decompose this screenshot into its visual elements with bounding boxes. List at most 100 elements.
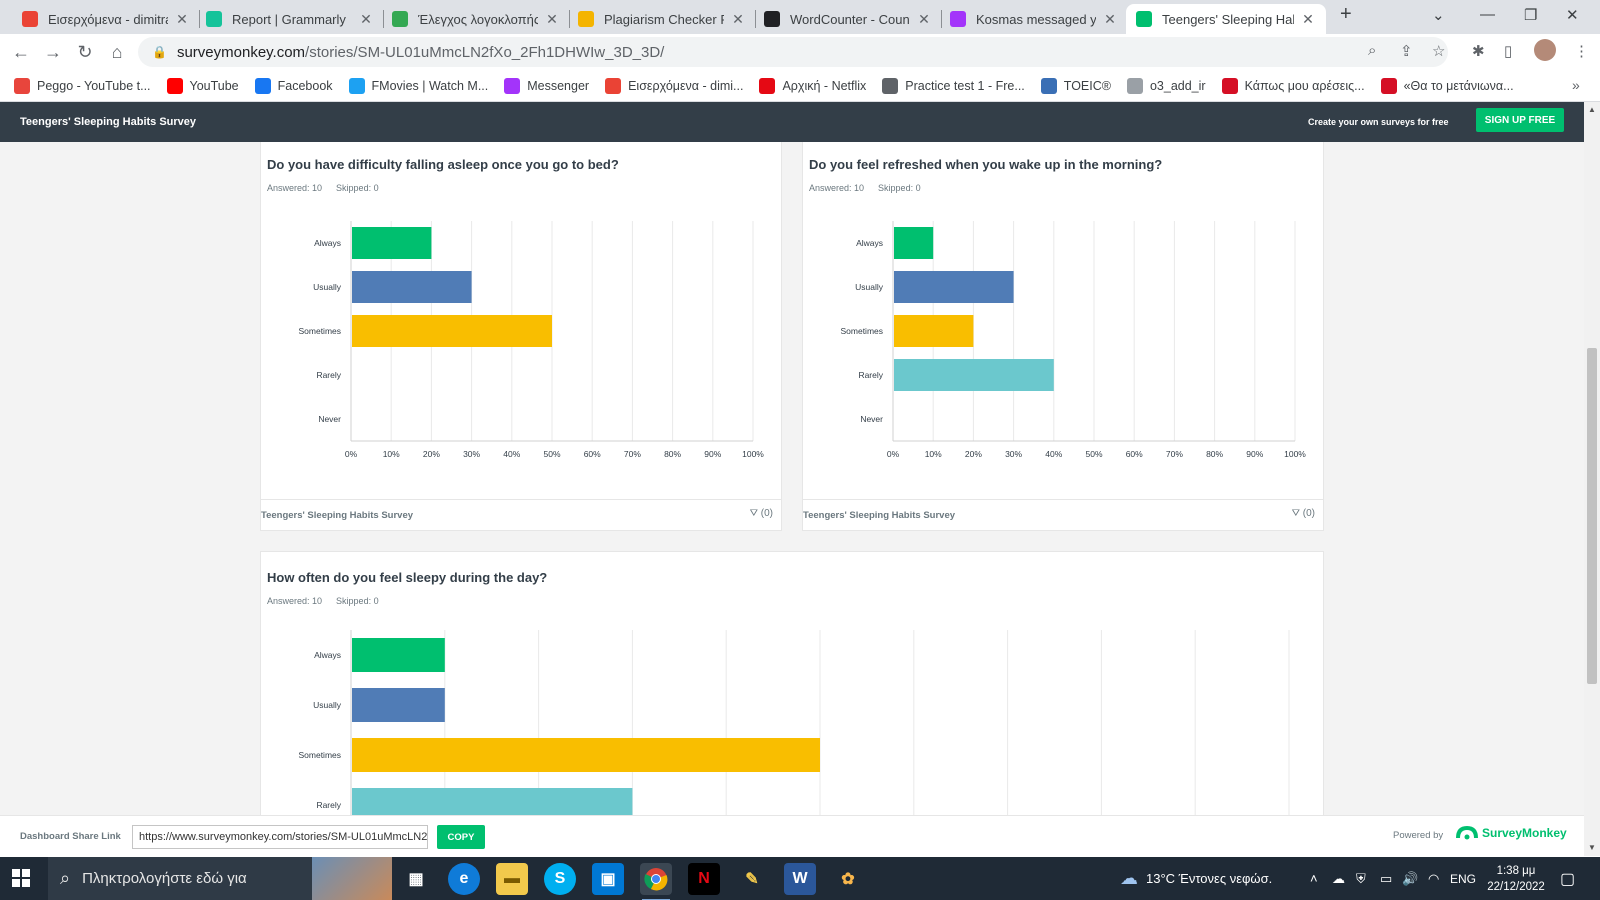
battery-icon[interactable]: ▭ — [1380, 870, 1393, 886]
bookmark-item[interactable]: Facebook — [254, 77, 333, 94]
bookmark-item[interactable]: TOEIC® — [1040, 77, 1111, 94]
scroll-up-icon[interactable]: ▲ — [1588, 105, 1596, 114]
bar-rarely[interactable] — [352, 788, 633, 815]
surveymonkey-logo[interactable]: SurveyMonkey — [1456, 826, 1567, 840]
close-tab-icon[interactable]: ✕ — [732, 10, 744, 27]
bookmark-item[interactable]: YouTube — [166, 77, 239, 94]
reload-icon[interactable]: ↻ — [77, 42, 93, 62]
restore-icon[interactable]: ❐ — [1524, 7, 1538, 24]
bar-usually[interactable] — [352, 271, 472, 303]
bar-sometimes[interactable] — [894, 315, 974, 347]
back-icon[interactable]: ← — [12, 42, 30, 62]
browser-tab[interactable]: Report | Grammarly ✕ — [196, 4, 384, 34]
close-tab-icon[interactable]: ✕ — [546, 10, 558, 27]
file-explorer-icon[interactable]: ▬ — [496, 863, 528, 895]
close-tab-icon[interactable]: ✕ — [176, 10, 188, 27]
filter-button[interactable]: ⛛ (0) — [1292, 508, 1315, 519]
volume-icon[interactable]: 🔊 — [1402, 870, 1419, 886]
netflix-app-icon[interactable]: N — [688, 863, 720, 895]
security-icon[interactable]: ⛨ — [1356, 870, 1366, 886]
bookmark-item[interactable]: Messenger — [504, 77, 589, 94]
chrome-icon[interactable] — [640, 863, 672, 900]
bar-always[interactable] — [352, 638, 445, 672]
bookmark-item[interactable]: Κάπως μου αρέσεις... — [1221, 77, 1365, 94]
close-tab-icon[interactable]: ✕ — [360, 10, 372, 27]
bookmark-item[interactable]: FMovies | Watch M... — [348, 77, 488, 94]
question-card: Do you have difficulty falling asleep on… — [260, 142, 782, 531]
new-tab-icon[interactable]: + — [1340, 3, 1352, 25]
zoom-icon[interactable]: ⌕ — [1368, 42, 1377, 59]
browser-tab[interactable]: Εισερχόμενα - dimitrasi ✕ — [12, 4, 200, 34]
clock[interactable]: 1:38 μμ 22/12/2022 — [1476, 863, 1556, 895]
browser-tab[interactable]: Teengers' Sleeping Hab ✕ — [1126, 4, 1326, 34]
store-icon[interactable]: ▣ — [592, 863, 624, 895]
bookmark-item[interactable]: Practice test 1 - Fre... — [882, 77, 1025, 94]
browser-tab[interactable]: Plagiarism Checker Free ✕ — [568, 4, 756, 34]
close-tab-icon[interactable]: ✕ — [918, 10, 930, 27]
sign-up-button[interactable]: SIGN UP FREE — [1476, 108, 1564, 132]
bookmark-label: Facebook — [277, 78, 333, 93]
bar-sometimes[interactable] — [352, 738, 820, 772]
share-link-input[interactable]: https://www.surveymonkey.com/stories/SM-… — [132, 825, 428, 849]
answered-count: Answered: 10 — [267, 596, 323, 606]
copy-button[interactable]: COPY — [437, 825, 485, 849]
filter-button[interactable]: ⛛ (0) — [750, 508, 773, 519]
category-label: Usually — [313, 282, 342, 292]
notifications-icon[interactable]: ▢ — [1560, 870, 1576, 888]
x-tick-label: 90% — [704, 449, 721, 459]
bookmark-item[interactable]: «Θα το μετάνιωνα... — [1380, 77, 1514, 94]
windows-start-icon[interactable] — [12, 869, 30, 887]
bar-sometimes[interactable] — [352, 315, 552, 347]
bookmark-star-icon[interactable]: ☆ — [1432, 43, 1446, 60]
bookmark-item[interactable]: o3_add_ir — [1126, 77, 1206, 94]
taskbar-search[interactable]: ⌕ Πληκτρολογήστε εδώ για — [48, 857, 392, 900]
bookmark-item[interactable]: Αρχική - Netflix — [759, 77, 866, 94]
word-icon[interactable]: W — [784, 863, 816, 895]
tab-search-icon[interactable]: ⌄ — [1432, 7, 1445, 24]
filter-icon: ⛛ — [1291, 508, 1303, 519]
wifi-icon[interactable]: ◠ — [1428, 870, 1440, 886]
tab-title: Kosmas messaged you — [976, 11, 1096, 27]
bar-usually[interactable] — [894, 271, 1014, 303]
scroll-down-icon[interactable]: ▼ — [1588, 843, 1596, 852]
bar-always[interactable] — [352, 227, 432, 259]
more-bookmarks-icon[interactable]: » — [1572, 77, 1580, 93]
close-tab-icon[interactable]: ✕ — [1302, 10, 1314, 27]
response-stats: Answered: 10 Skipped: 0 — [809, 183, 935, 193]
pencil-app-icon[interactable]: ✎ — [745, 871, 759, 888]
edge-icon[interactable]: e — [448, 863, 480, 895]
bar-usually[interactable] — [352, 688, 445, 722]
paint-icon[interactable]: ✿ — [841, 871, 855, 888]
share-icon[interactable]: ⇪ — [1400, 43, 1413, 60]
browser-tab[interactable]: Kosmas messaged you ✕ — [940, 4, 1128, 34]
extensions-icon[interactable]: ✱ — [1472, 43, 1485, 60]
lock-icon[interactable]: 🔒 — [152, 45, 167, 59]
side-panel-icon[interactable]: ▯ — [1504, 43, 1513, 60]
bar-rarely[interactable] — [894, 359, 1054, 391]
bookmark-item[interactable]: Peggo - YouTube t... — [14, 77, 151, 94]
promo-text: Create your own surveys for free — [1308, 117, 1449, 127]
x-tick-label: 90% — [1246, 449, 1263, 459]
close-tab-icon[interactable]: ✕ — [1104, 10, 1116, 27]
weather-widget[interactable]: ☁ 13°C Έντονες νεφώσ. — [1120, 857, 1272, 900]
close-window-icon[interactable]: ✕ — [1566, 7, 1579, 24]
bookmark-item[interactable]: Εισερχόμενα - dimi... — [605, 77, 743, 94]
browser-tab[interactable]: Έλεγχος λογοκλοπής - ✕ — [382, 4, 570, 34]
task-view-icon[interactable]: ▦ — [408, 871, 424, 888]
x-tick-label: 70% — [624, 449, 641, 459]
onedrive-icon[interactable]: ☁ — [1332, 870, 1345, 886]
menu-icon[interactable]: ⋮ — [1574, 43, 1589, 60]
show-hidden-icons[interactable]: ˄ — [1310, 871, 1318, 886]
language-indicator[interactable]: ENG — [1450, 871, 1477, 886]
browser-tab[interactable]: WordCounter - Count W ✕ — [754, 4, 942, 34]
forward-icon[interactable]: → — [44, 42, 62, 62]
page-scrollbar[interactable]: ▲ ▼ — [1584, 102, 1600, 856]
bar-always[interactable] — [894, 227, 934, 259]
scroll-thumb[interactable] — [1587, 348, 1597, 684]
home-icon[interactable]: ⌂ — [111, 42, 123, 62]
address-bar[interactable]: 🔒 surveymonkey.com/stories/SM-UL01uMmcLN… — [138, 37, 1448, 67]
minimize-icon[interactable]: — — [1480, 6, 1495, 23]
x-tick-label: 30% — [463, 449, 480, 459]
profile-avatar[interactable] — [1534, 39, 1556, 61]
skype-icon[interactable]: S — [544, 863, 576, 895]
